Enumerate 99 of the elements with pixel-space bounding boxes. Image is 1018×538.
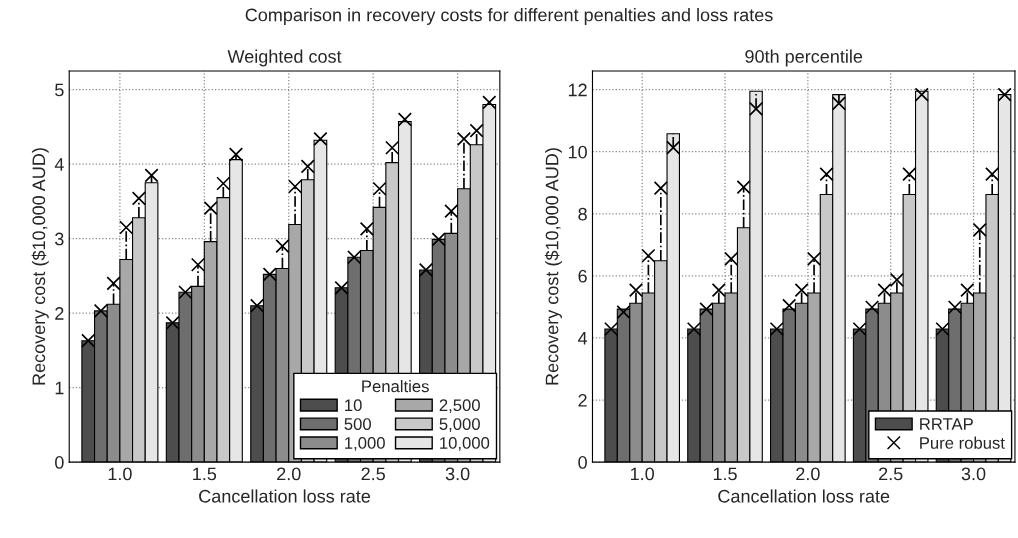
legend-label: 5,000 — [439, 418, 480, 432]
y-axis-title: Recovery cost ($10,000 AUD) — [544, 148, 562, 385]
point — [724, 251, 739, 266]
text: Comparison in recovery costs for different penalties and loss rates — [245, 8, 773, 25]
legend-title: Penalties — [362, 380, 429, 393]
point — [628, 283, 644, 298]
legend-label: 10,000 — [440, 437, 490, 451]
point — [444, 203, 459, 219]
point — [902, 166, 917, 182]
point — [313, 131, 328, 146]
point — [300, 159, 315, 174]
point — [972, 222, 987, 238]
legend-label: 1,000 — [345, 437, 385, 451]
x-tick-label: 2.0 — [277, 467, 301, 481]
point — [385, 140, 400, 155]
chart-title: Weighted cost — [227, 49, 342, 67]
point — [131, 191, 146, 206]
x-tick-label: 1.0 — [108, 467, 132, 481]
point — [604, 321, 619, 337]
point — [831, 96, 847, 111]
point — [864, 300, 880, 315]
y-tick-label: 2 — [55, 307, 64, 320]
point — [203, 201, 218, 216]
x-axis-title: Cancellation loss rate — [718, 489, 890, 503]
point — [711, 283, 726, 298]
point — [262, 267, 277, 282]
point — [250, 298, 265, 313]
point — [699, 302, 714, 317]
y-tick-label: 3 — [55, 232, 64, 246]
y-tick-label: 8 — [578, 207, 587, 221]
x-tick-label: 3.0 — [445, 467, 470, 481]
legend-label: 500 — [344, 418, 371, 430]
point — [287, 179, 303, 194]
point — [960, 283, 975, 298]
x-tick-label: 2.5 — [879, 467, 903, 481]
point — [482, 95, 497, 110]
point — [819, 166, 834, 182]
point — [456, 131, 472, 146]
point — [769, 321, 784, 337]
point — [616, 305, 631, 320]
point — [81, 333, 96, 348]
point — [275, 239, 290, 254]
point — [985, 166, 1000, 182]
chart-title: 90th percentile — [745, 49, 863, 67]
point — [641, 248, 656, 263]
point — [653, 180, 668, 196]
y-tick-label: 5 — [55, 83, 64, 97]
point — [935, 321, 950, 337]
y-axis-title: Recovery cost ($10,000 AUD) — [31, 148, 49, 385]
x-tick-label: 1.0 — [631, 467, 655, 481]
x-tick-label: 2.5 — [361, 467, 385, 481]
point — [165, 315, 180, 330]
point — [347, 250, 362, 265]
point — [469, 123, 484, 138]
point — [666, 140, 681, 155]
point — [106, 276, 121, 291]
x-tick-label: 2.0 — [796, 467, 820, 481]
point — [359, 221, 374, 237]
point — [144, 168, 159, 183]
x-tick-label: 3.0 — [961, 467, 986, 481]
point — [372, 181, 387, 196]
point — [119, 220, 134, 235]
y-tick-label: 2 — [578, 393, 587, 407]
point — [178, 285, 193, 300]
point — [216, 176, 231, 191]
y-tick-label: 10 — [568, 145, 587, 159]
point — [947, 300, 962, 315]
point — [889, 272, 904, 288]
point — [418, 262, 434, 278]
point — [806, 251, 822, 266]
legend-label: Pure robust — [920, 436, 1005, 449]
y-tick-label: 4 — [577, 332, 588, 345]
point — [431, 232, 446, 247]
point — [736, 180, 751, 195]
x-tick-label: 1.5 — [193, 467, 217, 481]
y-tick-label: 0 — [578, 456, 587, 469]
y-tick-label: 1 — [55, 381, 64, 395]
legend-label: 10 — [345, 399, 362, 412]
point — [334, 280, 349, 295]
x-tick-label: 1.5 — [713, 467, 737, 481]
legend-label: 2,500 — [439, 399, 480, 414]
point — [852, 321, 867, 337]
point — [228, 147, 244, 162]
point — [686, 321, 702, 337]
x-axis-title: Cancellation loss rate — [199, 489, 371, 503]
y-tick-label: 0 — [55, 456, 64, 469]
point — [997, 87, 1012, 102]
y-tick-label: 6 — [578, 269, 587, 283]
point — [748, 101, 764, 116]
legend-label: RRTAP — [920, 418, 973, 430]
point — [93, 303, 108, 318]
y-tick-label: 12 — [568, 83, 587, 97]
point — [914, 87, 929, 102]
point — [397, 112, 412, 127]
y-tick-label: 4 — [54, 158, 64, 171]
point — [782, 298, 797, 313]
point — [877, 283, 892, 298]
point — [794, 283, 809, 298]
point — [190, 257, 206, 272]
